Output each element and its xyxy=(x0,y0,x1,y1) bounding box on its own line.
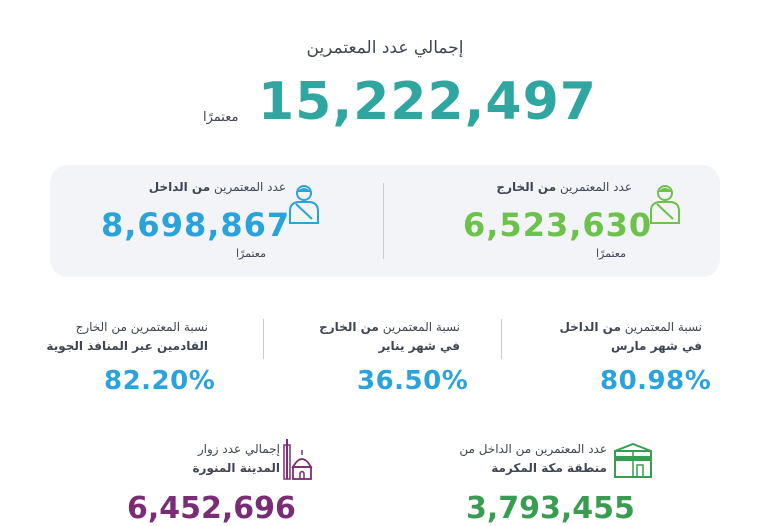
madinah-label: إجمالي عدد زوار المدينة المنورة xyxy=(120,440,280,478)
inside-label-bold: من الداخل xyxy=(148,180,211,194)
inside-label-prefix: عدد المعتمرين xyxy=(214,180,286,194)
card-divider xyxy=(383,183,384,259)
stat-divider xyxy=(501,319,502,359)
outside-label: عدد المعتمرين من الخارج xyxy=(420,180,632,194)
stat2-line1-bold: من الخارج xyxy=(319,320,379,334)
makkah-line1: عدد المعتمرين من الداخل من xyxy=(459,442,607,456)
pilgrims-card xyxy=(50,165,720,277)
stat1-line1-prefix: نسبة المعتمرين xyxy=(624,320,702,334)
stat-outside-january-label: نسبة المعتمرين من الخارج في شهر يناير xyxy=(290,318,460,356)
stat1-line1-bold: من الداخل xyxy=(559,320,621,334)
pilgrim-inside-icon xyxy=(287,183,321,225)
inside-label: عدد المعتمرين من الداخل xyxy=(100,180,286,194)
makkah-line2: منطقة مكة المكرمة xyxy=(491,461,607,475)
total-unit: معتمرًا xyxy=(203,110,239,125)
stat-outside-january-value: 36.50% xyxy=(357,366,469,396)
kaaba-icon xyxy=(611,441,655,481)
stat-inside-march-label: نسبة المعتمرين من الداخل في شهر مارس xyxy=(520,318,702,356)
makkah-value: 3,793,455 xyxy=(466,491,635,526)
mosque-icon xyxy=(281,437,315,481)
outside-label-prefix: عدد المعتمرين xyxy=(560,180,632,194)
outside-unit: معتمرًا xyxy=(596,247,627,260)
stat-air-ports-label: نسبة المعتمرين من الخارج القادمين عبر ال… xyxy=(30,318,208,356)
outside-label-bold: من الخارج xyxy=(496,180,557,194)
stat-air-ports-value: 82.20% xyxy=(104,366,216,396)
stat2-line2: في شهر يناير xyxy=(378,339,460,353)
total-title: إجمالي عدد المعتمرين xyxy=(306,38,464,58)
madinah-line2: المدينة المنورة xyxy=(192,461,280,475)
stat-divider xyxy=(263,319,264,359)
inside-value: 8,698,867 xyxy=(101,206,291,244)
makkah-label: عدد المعتمرين من الداخل من منطقة مكة الم… xyxy=(415,440,607,478)
madinah-value: 6,452,696 xyxy=(127,491,296,526)
inside-unit: معتمرًا xyxy=(236,247,267,260)
stat3-line2: القادمين عبر المنافذ الجوية xyxy=(46,339,208,353)
stat1-line2: في شهر مارس xyxy=(611,339,702,353)
stat-inside-march-value: 80.98% xyxy=(600,366,712,396)
stat3-line1-prefix: نسبة المعتمرين من الخارج xyxy=(75,320,208,334)
madinah-line1: إجمالي عدد زوار xyxy=(197,442,280,456)
pilgrim-outside-icon xyxy=(648,183,682,225)
total-value: 15,222,497 xyxy=(258,72,597,132)
stat2-line1-prefix: نسبة المعتمرين xyxy=(382,320,460,334)
outside-value: 6,523,630 xyxy=(463,206,653,244)
